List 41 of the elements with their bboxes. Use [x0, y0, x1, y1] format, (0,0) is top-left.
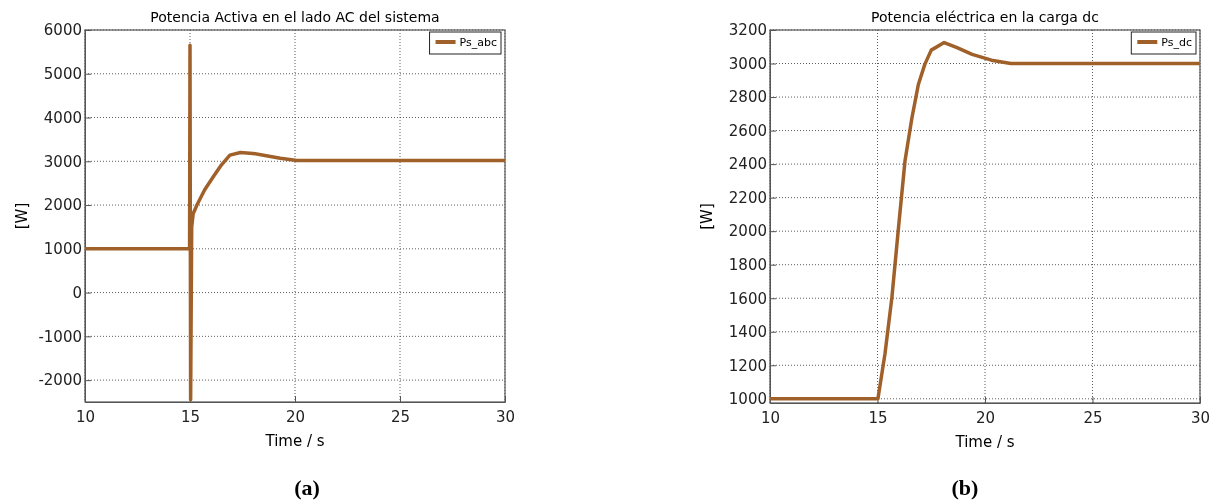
- x-tick-label: 25: [390, 407, 411, 426]
- y-tick-label: -2000: [38, 371, 82, 390]
- legend-label: Ps_dc: [1161, 36, 1192, 49]
- y-tick-label: 1800: [728, 256, 767, 274]
- chart-title: Potencia Activa en el lado AC del sistema: [150, 9, 440, 25]
- y-tick-label: 2200: [728, 188, 767, 207]
- x-tick-label: 10: [75, 407, 96, 426]
- y-tick-label: -1000: [38, 327, 82, 346]
- y-tick-label: 3200: [728, 21, 767, 40]
- x-tick-label: 15: [180, 407, 201, 426]
- y-tick-label: 1000: [43, 240, 82, 259]
- text: (b): [951, 475, 979, 500]
- x-tick-label: 30: [1190, 408, 1211, 427]
- x-tick-label: 15: [868, 408, 888, 427]
- y-tick-label: 1000: [728, 390, 767, 409]
- y-tick-label: 2800: [728, 88, 767, 107]
- y-tick-label: 1200: [728, 356, 767, 375]
- x-tick-label: 20: [975, 408, 996, 427]
- text: (a): [294, 475, 320, 500]
- x-tick-label: 25: [1083, 408, 1103, 427]
- y-tick-label: 3000: [728, 54, 767, 73]
- y-tick-label: 3000: [43, 152, 82, 171]
- x-axis-title: Time / s: [264, 432, 325, 450]
- y-tick-label: 2600: [728, 121, 767, 140]
- x-tick-label: 30: [495, 407, 516, 426]
- y-tick-label: 6000: [43, 21, 82, 40]
- y-tick-label: 2000: [43, 196, 82, 215]
- y-tick-label: 1600: [728, 289, 767, 308]
- y-tick-label: 2000: [728, 222, 767, 241]
- x-axis-title: Time / s: [954, 433, 1015, 451]
- y-axis-title: [W]: [698, 203, 716, 230]
- chart-title: Potencia eléctrica en la carga dc: [871, 9, 1099, 25]
- y-tick-label: 1400: [728, 323, 767, 342]
- x-tick-label: 10: [760, 408, 781, 427]
- y-axis-title: [W]: [13, 202, 31, 230]
- y-tick-label: 4000: [43, 108, 82, 127]
- x-tick-label: 20: [285, 407, 306, 426]
- legend-label: Ps_abc: [459, 36, 497, 49]
- y-tick-label: 5000: [43, 65, 82, 84]
- y-tick-label: 0: [72, 283, 82, 302]
- y-tick-label: 2400: [728, 155, 767, 174]
